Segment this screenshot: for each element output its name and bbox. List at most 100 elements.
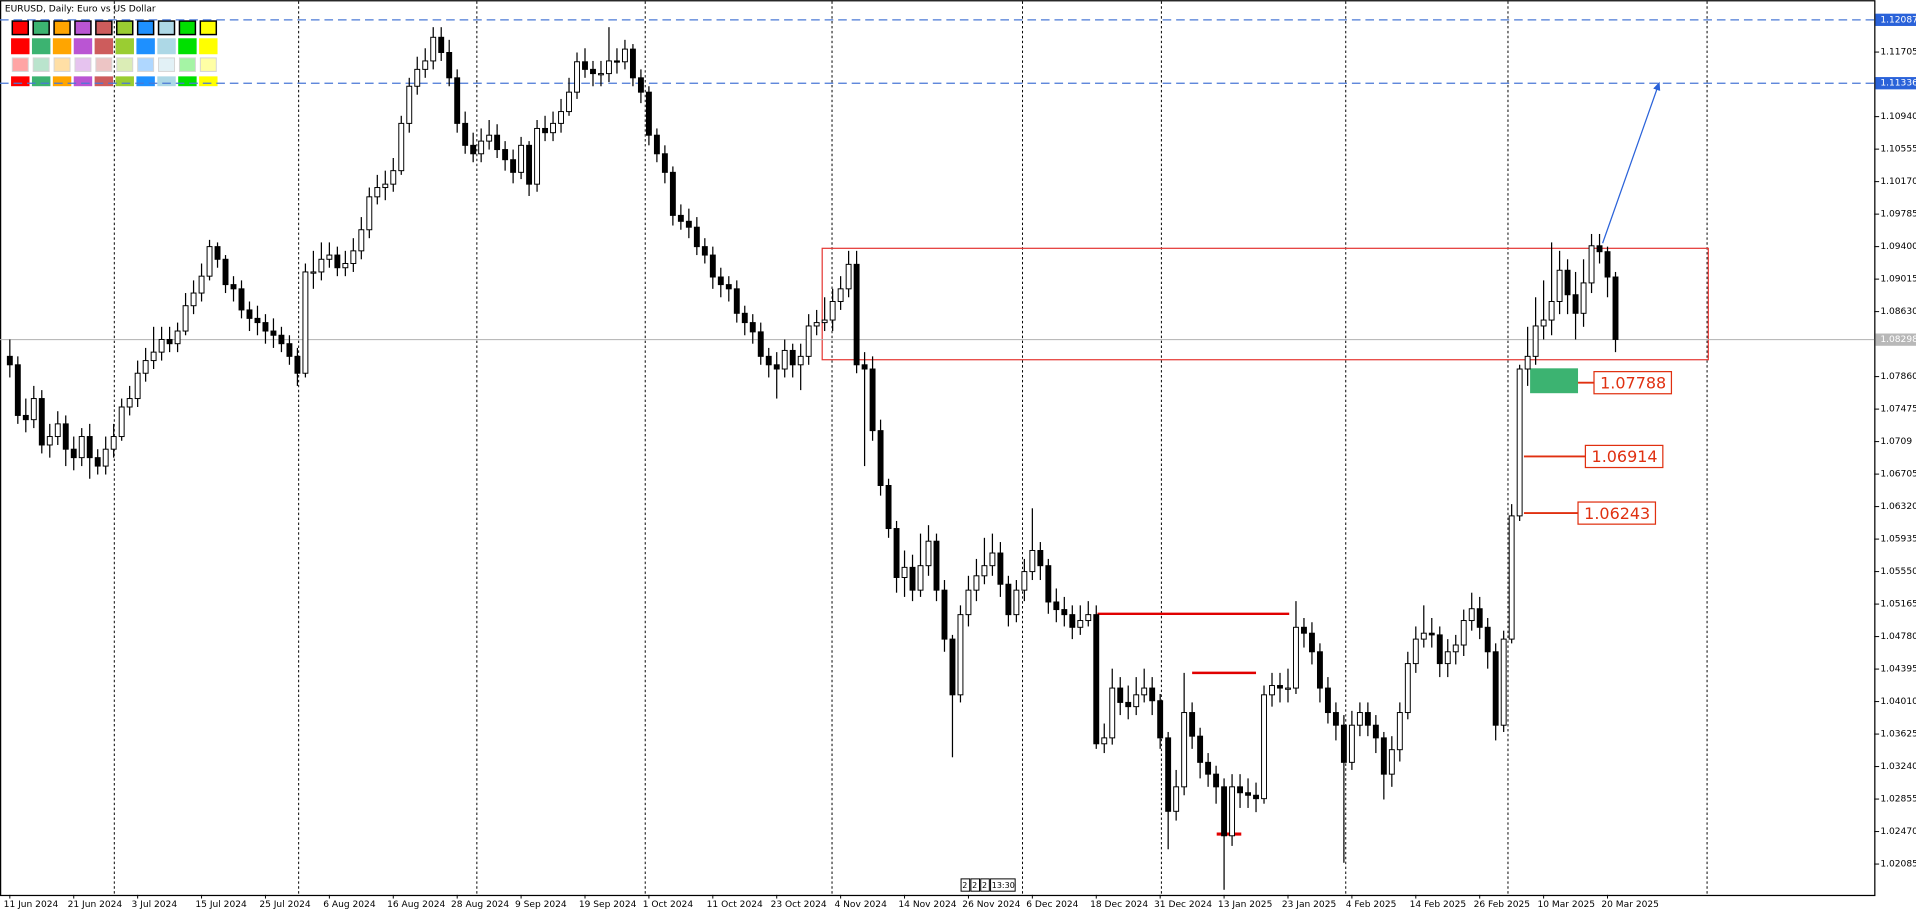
toolbar-label: 13:30 xyxy=(992,881,1015,890)
candle-body xyxy=(350,250,357,264)
candle-body xyxy=(949,638,956,696)
candle-body xyxy=(414,68,421,87)
candle-body xyxy=(1197,735,1204,763)
candle-body xyxy=(693,226,700,248)
level-label: 1.07788 xyxy=(1600,373,1666,392)
candle-body xyxy=(38,398,45,446)
candle-body xyxy=(765,355,772,366)
level-axis-label-box xyxy=(1875,77,1916,90)
candle-body xyxy=(829,300,836,321)
candle-body xyxy=(486,134,493,142)
candle-body xyxy=(614,60,620,63)
palette-swatch xyxy=(157,20,176,36)
candle-body xyxy=(1540,319,1547,327)
candle-body xyxy=(1316,651,1323,689)
candle-body xyxy=(773,364,780,370)
plot-frame xyxy=(0,0,1876,897)
candle-body xyxy=(1301,626,1307,634)
y-tick-label: 1.10555 xyxy=(1880,145,1916,155)
palette-swatch xyxy=(157,76,176,87)
candle-body xyxy=(725,284,732,290)
candle-body xyxy=(1492,651,1499,726)
candle-body xyxy=(781,349,788,370)
palette-swatch xyxy=(94,76,114,87)
palette-swatch xyxy=(116,20,134,36)
candle-body xyxy=(14,364,21,416)
palette-swatch xyxy=(157,38,176,55)
palette-swatch xyxy=(53,20,71,36)
candle-body xyxy=(1173,786,1180,812)
candle-body xyxy=(222,258,229,286)
range-box xyxy=(821,247,1709,361)
candle-body xyxy=(1189,712,1196,737)
x-tick-label: 4 Feb 2025 xyxy=(1346,900,1397,910)
candle-body xyxy=(1053,601,1060,611)
candle-body xyxy=(1037,549,1044,567)
candle-body xyxy=(909,566,916,591)
candle-body xyxy=(621,48,628,63)
palette-swatch xyxy=(136,76,155,87)
palette-swatch xyxy=(11,38,30,55)
candle-body xyxy=(174,330,181,345)
y-tick-label: 1.04395 xyxy=(1880,665,1916,675)
candle-body xyxy=(110,436,117,450)
candle-body xyxy=(62,423,69,450)
toolbar-label: 2 xyxy=(962,881,967,890)
candle-body xyxy=(1045,565,1052,603)
y-tick-label: 1.10940 xyxy=(1880,112,1916,122)
candle-body xyxy=(1029,549,1036,573)
palette-swatch xyxy=(11,20,30,36)
y-tick-label: 1.07860 xyxy=(1880,372,1916,382)
y-tick-label: 1.07475 xyxy=(1880,405,1916,415)
y-tick-label: 1.10170 xyxy=(1880,177,1916,187)
candle-body xyxy=(230,284,237,290)
x-tick-label: 31 Dec 2024 xyxy=(1154,900,1212,910)
palette-swatch xyxy=(73,38,93,55)
x-tick-label: 26 Nov 2024 xyxy=(962,900,1020,910)
palette-swatch xyxy=(74,57,92,72)
candle-body xyxy=(382,183,389,189)
candle-body xyxy=(454,77,461,124)
candle-body xyxy=(1245,792,1251,796)
candle-body xyxy=(1253,794,1259,800)
x-tick-label: 4 Nov 2024 xyxy=(834,900,887,910)
candle-body xyxy=(1157,700,1164,739)
palette-swatch xyxy=(199,20,218,36)
candle-body xyxy=(1412,638,1419,665)
candle-body xyxy=(542,127,549,134)
y-tick-label: 1.11705 xyxy=(1880,48,1916,58)
y-tick-label: 1.03240 xyxy=(1880,762,1916,772)
candle-body xyxy=(1269,685,1275,696)
candle-body xyxy=(1229,786,1236,837)
candle-body xyxy=(590,68,596,75)
candle-body xyxy=(1165,737,1172,812)
candle-body xyxy=(1420,632,1427,640)
level-axis-label: 1.12087 xyxy=(1880,15,1916,25)
y-tick-label: 1.09785 xyxy=(1880,210,1916,220)
candle-body xyxy=(877,430,884,486)
candle-body xyxy=(1532,325,1539,357)
x-tick-label: 23 Oct 2024 xyxy=(771,900,827,910)
candle-body xyxy=(701,246,708,256)
candle-body xyxy=(502,149,509,161)
level-box xyxy=(1593,371,1673,395)
candle-body xyxy=(669,171,676,216)
candle-body xyxy=(1213,773,1220,788)
green-zone xyxy=(1530,368,1579,394)
candle-body xyxy=(1356,712,1363,726)
y-tick-label: 1.05935 xyxy=(1880,535,1916,545)
x-tick-label: 14 Feb 2025 xyxy=(1410,900,1467,910)
candle-body xyxy=(470,144,477,155)
candle-body xyxy=(1604,251,1611,278)
candle-body xyxy=(629,48,636,79)
x-tick-label: 25 Jul 2024 xyxy=(259,900,311,910)
candle-body xyxy=(78,436,85,459)
candle-body xyxy=(1061,609,1068,616)
candle-body xyxy=(118,406,125,438)
candle-body xyxy=(142,360,149,374)
candle-body xyxy=(925,540,932,567)
candle-body xyxy=(326,254,333,260)
candle-body xyxy=(661,153,668,173)
trend-arrow xyxy=(1602,81,1661,244)
candle-body xyxy=(1013,589,1020,616)
